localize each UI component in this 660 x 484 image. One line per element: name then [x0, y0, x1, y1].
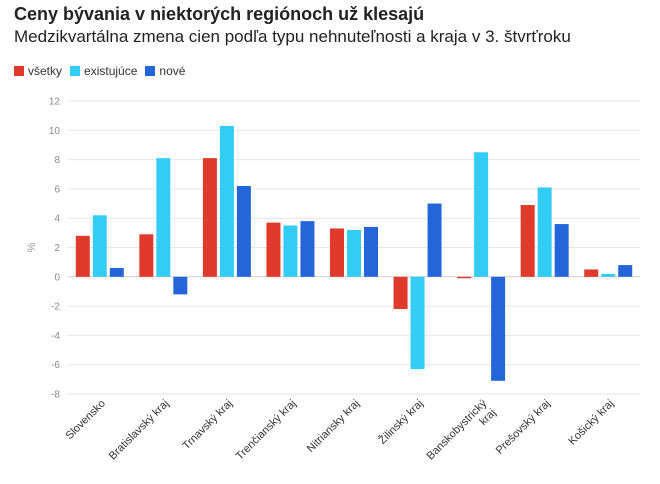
y-tick-label: 10 — [49, 126, 61, 137]
bar-vsetky[interactable] — [520, 205, 535, 277]
bar-existujuce[interactable] — [156, 158, 171, 277]
bar-nove[interactable] — [236, 185, 251, 277]
category-label: Prešovský kraj — [494, 398, 553, 457]
y-tick-label: -8 — [51, 390, 60, 401]
legend-label-nove: nové — [159, 64, 186, 78]
legend: všetky existujúce nové — [14, 64, 193, 78]
chart-title: Ceny bývania v niektorých regiónoch už k… — [14, 4, 425, 24]
y-axis-ticks: 12 10 8 6 4 2 0 -2 -4 -6 -8 — [49, 97, 61, 401]
bar-vsetky[interactable] — [266, 222, 281, 277]
category-label: Trenčianský kraj — [234, 398, 299, 463]
bar-vsetky[interactable] — [393, 276, 408, 310]
y-axis-label: % — [26, 242, 38, 252]
bar-vsetky[interactable] — [75, 235, 90, 277]
y-tick-label: 2 — [54, 243, 60, 254]
bar-vsetky[interactable] — [584, 269, 599, 277]
bar-vsetky[interactable] — [330, 228, 344, 277]
bar-existujuce[interactable] — [601, 273, 616, 277]
bar-vsetky[interactable] — [139, 234, 154, 277]
legend-swatch-existujuce — [70, 66, 81, 76]
category-label: Žilinský kraj — [376, 397, 426, 447]
legend-swatch-vsetky — [14, 66, 24, 76]
category-label: Bratislavský kraj — [107, 398, 172, 463]
bar-nove[interactable] — [109, 268, 124, 277]
bar-nove[interactable] — [173, 276, 188, 295]
bar-nove[interactable] — [300, 221, 315, 277]
y-tick-label: 6 — [54, 184, 60, 195]
bar-vsetky[interactable] — [202, 158, 217, 277]
category-label: Košický kraj — [566, 398, 616, 448]
bar-nove[interactable] — [364, 226, 378, 277]
legend-label-existujuce: existujúce — [84, 64, 138, 78]
bars — [75, 125, 633, 381]
y-tick-label: 0 — [54, 272, 60, 283]
bar-existujuce[interactable] — [410, 276, 425, 370]
legend-label-vsetky: všetky — [28, 64, 63, 78]
bar-existujuce[interactable] — [219, 125, 234, 277]
category-label: Nitriansky kraj — [305, 398, 362, 455]
category-label: Trnavský kraj — [181, 398, 235, 452]
category-label: Slovensko — [64, 398, 108, 442]
category-label: Banskobystrickýkraj — [425, 397, 499, 471]
y-tick-label: 8 — [54, 155, 60, 166]
bar-existujuce[interactable] — [283, 225, 298, 277]
bar-vsetky[interactable] — [457, 276, 472, 279]
legend-swatch-nove — [145, 66, 156, 76]
y-tick-label: -4 — [51, 331, 60, 342]
chart-subtitle: Medzikvartálna zmena cien podľa typu neh… — [14, 27, 571, 46]
bar-nove[interactable] — [618, 265, 633, 277]
legend-item-vsetky[interactable]: všetky — [14, 64, 62, 78]
bar-existujuce[interactable] — [347, 229, 361, 277]
legend-item-nove[interactable]: nové — [145, 64, 185, 78]
y-tick-label: -6 — [51, 360, 60, 371]
y-tick-label: -2 — [51, 302, 60, 313]
bar-nove[interactable] — [554, 224, 569, 277]
bar-existujuce[interactable] — [537, 187, 552, 277]
y-tick-label: 12 — [49, 97, 61, 108]
bar-existujuce[interactable] — [92, 215, 107, 277]
bar-nove[interactable] — [491, 276, 506, 381]
legend-item-existujuce[interactable]: existujúce — [70, 64, 137, 78]
y-tick-label: 4 — [54, 214, 60, 225]
bar-nove[interactable] — [427, 203, 442, 277]
bar-existujuce[interactable] — [474, 152, 489, 277]
